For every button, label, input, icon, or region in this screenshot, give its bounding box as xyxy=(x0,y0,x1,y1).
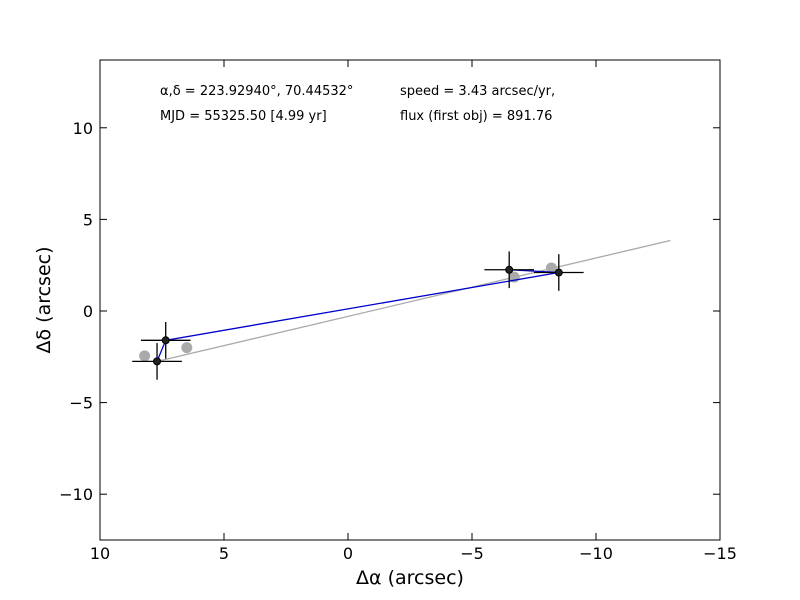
x-tick-label-4: −10 xyxy=(579,544,613,563)
model-point-1 xyxy=(181,342,193,354)
measured-point-1 xyxy=(153,357,162,366)
annotation-radec: α,δ = 223.92940°, 70.44532° xyxy=(160,84,353,99)
trend-line xyxy=(156,239,671,363)
y-tick-label-0: −10 xyxy=(59,485,93,504)
axis-ticks: 10 5 0 −5 −10 −15 −10 −5 0 5 10 xyxy=(59,60,737,563)
x-tick-label-1: 5 xyxy=(219,544,229,563)
y-tick-label-3: 5 xyxy=(83,210,93,229)
y-axis-title: Δδ (arcsec) xyxy=(33,246,55,353)
plot-frame xyxy=(99,59,721,541)
plot-area xyxy=(132,239,671,380)
annotation-mjd: MJD = 55325.50 [4.99 yr] xyxy=(160,109,327,124)
x-tick-label-0: 10 xyxy=(90,544,110,563)
measured-point-2 xyxy=(505,265,514,274)
annotation-flux: flux (first obj) = 891.76 xyxy=(400,109,552,124)
x-axis-title: Δα (arcsec) xyxy=(356,567,464,589)
y-tick-label-4: 10 xyxy=(73,119,93,138)
x-tick-label-5: −15 xyxy=(703,544,737,563)
y-tick-label-1: −5 xyxy=(69,394,93,413)
model-point-3 xyxy=(545,262,557,274)
annotation-speed: speed = 3.43 arcsec/yr, xyxy=(400,84,555,99)
measured-point-3 xyxy=(554,268,563,277)
x-tick-label-3: −5 xyxy=(460,544,484,563)
model-point-0 xyxy=(139,350,151,362)
y-tick-label-2: 0 xyxy=(83,302,93,321)
x-tick-label-2: 0 xyxy=(343,544,353,563)
measured-point-0 xyxy=(161,336,170,345)
